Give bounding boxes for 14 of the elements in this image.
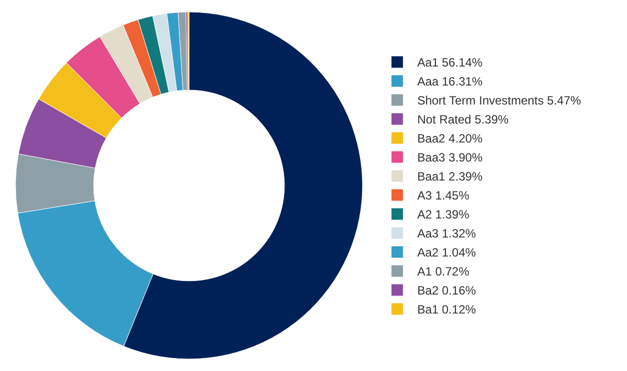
legend-label: Short Term Investments 5.47% <box>417 94 582 108</box>
legend-label: Ba2 0.16% <box>417 284 476 298</box>
legend-label: Ba1 0.12% <box>417 302 476 317</box>
legend-label: A1 0.72% <box>417 264 470 279</box>
legend-label: Baa1 2.39% <box>417 170 483 184</box>
legend-label: Aa2 1.04% <box>417 246 476 260</box>
legend-label: Not Rated 5.39% <box>417 112 509 127</box>
legend-label: A2 1.39% <box>417 208 470 222</box>
legend-label: Baa3 3.90% <box>417 150 483 165</box>
legend-label: A3 1.45% <box>417 188 470 203</box>
legend-label: Aaa 16.31% <box>417 74 483 89</box>
legend-label: Aa1 56.14% <box>417 56 483 70</box>
legend-label: Baa2 4.20% <box>417 132 483 146</box>
legend-label: Aa3 1.32% <box>417 226 476 241</box>
